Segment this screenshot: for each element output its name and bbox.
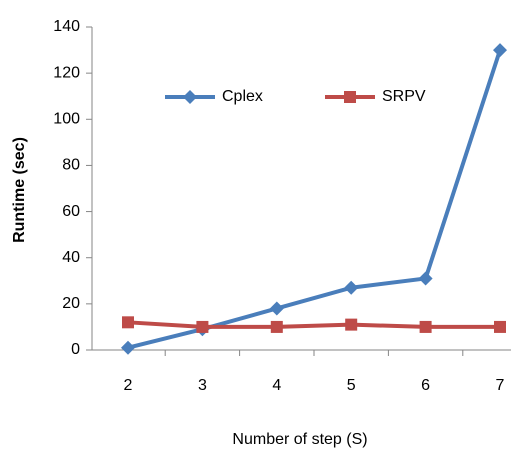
series-line	[127, 320, 500, 329]
x-axis-title: Number of step (S)	[232, 431, 367, 448]
point-marker	[269, 301, 284, 316]
y-tick-label: 20	[62, 295, 80, 312]
point-marker	[345, 318, 358, 331]
x-tick-label: 3	[198, 377, 207, 394]
x-tick-label: 4	[272, 377, 281, 394]
point-marker	[418, 271, 433, 286]
point-marker	[270, 320, 283, 333]
y-axis-title: Runtime (sec)	[11, 137, 28, 243]
legend-label: Cplex	[222, 88, 263, 105]
point-marker	[494, 320, 506, 333]
point-marker	[419, 320, 432, 333]
y-tick-label: 140	[53, 18, 80, 35]
y-tick-label: 100	[53, 111, 80, 128]
point-marker	[122, 316, 134, 329]
y-tick-label: 40	[62, 249, 80, 266]
x-tick-label: 5	[347, 377, 356, 394]
y-tick-label: 120	[53, 64, 80, 81]
legend-label: SRPV	[382, 88, 426, 105]
legend-marker	[183, 90, 197, 104]
legend-marker	[344, 91, 356, 103]
point-marker	[344, 280, 359, 295]
x-tick-label: 7	[496, 377, 505, 394]
y-tick-label: 60	[62, 203, 80, 220]
x-tick-label: 6	[421, 377, 430, 394]
point-marker	[196, 320, 209, 333]
y-tick-label: 0	[71, 341, 80, 358]
point-marker	[493, 43, 507, 58]
series-line	[127, 49, 502, 350]
x-tick-label: 2	[124, 377, 133, 394]
y-tick-label: 80	[62, 157, 80, 174]
point-marker	[121, 340, 135, 355]
